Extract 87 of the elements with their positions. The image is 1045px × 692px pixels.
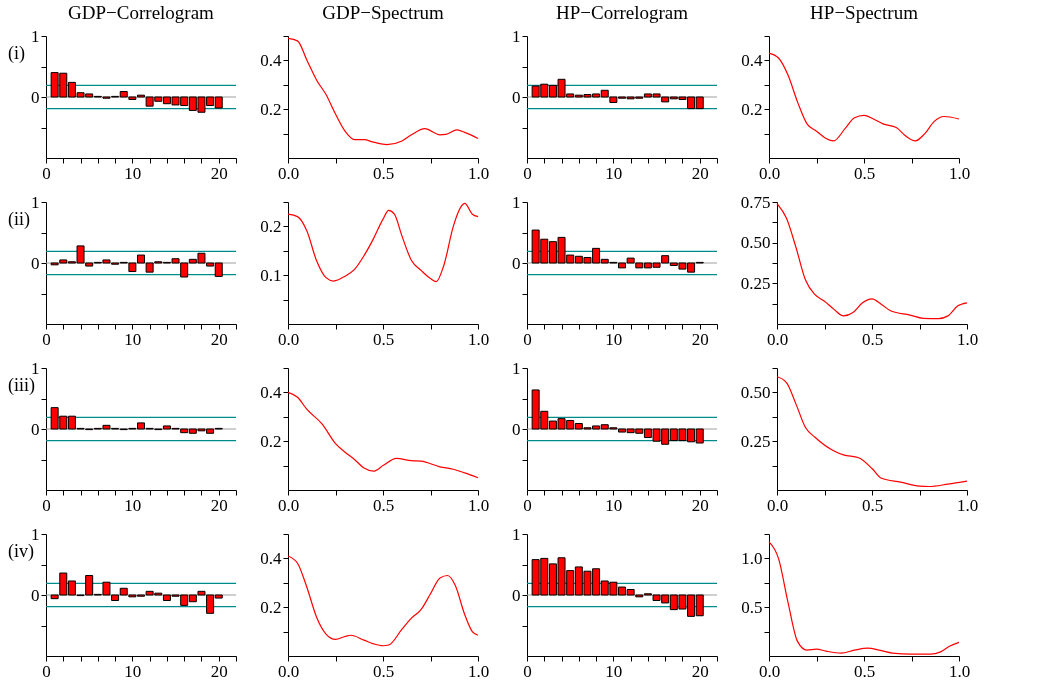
line-series: [768, 52, 960, 142]
y-tick-label: 0.2: [260, 216, 282, 236]
x-tick-label: 20: [691, 495, 709, 515]
text: (i): [8, 43, 25, 64]
x-tick-label: 10: [124, 329, 142, 349]
y-tick-label: 0.50: [740, 382, 771, 402]
y-tick-label: 0.4: [260, 50, 282, 70]
x-tick-label: 10: [124, 163, 142, 183]
y-tick-label: 0.25: [740, 273, 771, 293]
y-tick-label: 1: [31, 192, 40, 212]
x-tick-label: 1.0: [467, 329, 490, 349]
line-series: [287, 555, 479, 647]
x-tick-label: 0.0: [277, 495, 300, 515]
x-tick-label: 10: [605, 329, 623, 349]
x-tick-label: 0.0: [766, 495, 789, 515]
y-tick-label: 0.4: [741, 50, 763, 70]
y-tick-label: 0.2: [260, 99, 282, 119]
line-series: [287, 202, 479, 283]
x-tick-label: 10: [124, 495, 142, 515]
y-tick-label: 1: [512, 524, 521, 544]
line-series: [287, 37, 479, 146]
y-tick-label: 0: [31, 87, 40, 107]
chart-title: HP−Spectrum: [810, 2, 919, 23]
x-tick-label: 0.0: [758, 661, 781, 681]
y-tick-label: 1: [31, 26, 40, 46]
y-tick-label: 0.2: [741, 99, 763, 119]
x-tick-label: 0.5: [372, 163, 395, 183]
x-tick-label: 0.0: [277, 329, 300, 349]
x-tick-label: 10: [124, 661, 142, 681]
y-tick-label: 1: [31, 358, 40, 378]
y-tick-label: 1.0: [741, 548, 763, 568]
chart-title: HP−Correlogram: [555, 2, 689, 23]
y-tick-label: 0.5: [741, 597, 763, 617]
x-tick-label: 1.0: [956, 495, 979, 515]
x-tick-label: 20: [210, 495, 228, 515]
x-tick-label: 10: [605, 661, 623, 681]
line-series: [287, 391, 479, 479]
y-tick-label: 0.2: [260, 431, 282, 451]
x-tick-label: 0.5: [372, 661, 395, 681]
x-tick-label: 20: [691, 163, 709, 183]
y-tick-label: 0: [512, 87, 521, 107]
y-tick-label: 0: [31, 419, 40, 439]
x-tick-label: 0.0: [758, 163, 781, 183]
x-tick-label: 1.0: [948, 163, 971, 183]
y-tick-label: 0: [31, 585, 40, 605]
x-tick-label: 0.0: [766, 329, 789, 349]
y-tick-label: 1: [512, 358, 521, 378]
y-tick-label: 1: [512, 192, 521, 212]
y-tick-label: 0.75: [740, 192, 771, 212]
x-tick-label: 20: [691, 661, 709, 681]
y-tick-label: 0.2: [260, 597, 282, 617]
x-tick-label: 20: [691, 329, 709, 349]
text: (ii): [8, 209, 30, 230]
text: (iv): [8, 541, 34, 562]
x-tick-label: 1.0: [956, 329, 979, 349]
chart-title: GDP−Spectrum: [322, 2, 444, 23]
x-tick-label: 0.0: [277, 661, 300, 681]
x-tick-label: 1.0: [467, 495, 490, 515]
x-tick-label: 0.5: [861, 495, 884, 515]
x-tick-label: 20: [210, 329, 228, 349]
x-tick-label: 0.5: [853, 163, 876, 183]
y-tick-label: 0.1: [260, 265, 282, 285]
x-tick-label: 10: [605, 163, 623, 183]
x-tick-label: 0.5: [372, 329, 395, 349]
text: (iii): [8, 375, 35, 396]
y-tick-label: 0.25: [740, 431, 771, 451]
y-tick-label: 0.50: [740, 233, 771, 253]
x-tick-label: 1.0: [467, 163, 490, 183]
x-tick-label: 1.0: [948, 661, 971, 681]
y-tick-label: 1: [31, 524, 40, 544]
line-series: [776, 203, 968, 320]
x-tick-label: 20: [210, 661, 228, 681]
x-tick-label: 0.5: [372, 495, 395, 515]
y-tick-label: 0.4: [260, 382, 282, 402]
x-tick-label: 0.5: [853, 661, 876, 681]
y-tick-label: 0: [512, 419, 521, 439]
y-tick-label: 0: [31, 253, 40, 273]
y-tick-label: 0.4: [260, 548, 282, 568]
x-tick-label: 10: [605, 495, 623, 515]
chart-title: GDP−Correlogram: [68, 2, 215, 23]
y-tick-label: 1: [512, 26, 521, 46]
x-tick-label: 0.5: [861, 329, 884, 349]
x-tick-label: 0.0: [277, 163, 300, 183]
y-tick-label: 0: [512, 585, 521, 605]
x-tick-label: 1.0: [467, 661, 490, 681]
y-tick-label: 0: [512, 253, 521, 273]
x-tick-label: 20: [210, 163, 228, 183]
